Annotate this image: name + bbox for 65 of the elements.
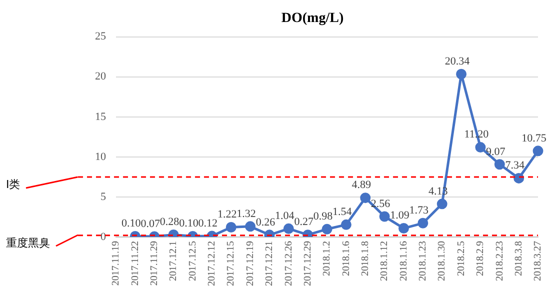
point <box>283 223 294 234</box>
x-tick-label: 2017.12.19 <box>244 241 256 286</box>
y-tick-label: 0 <box>100 230 106 243</box>
x-tick-label: 2018.1.16 <box>398 241 410 281</box>
x-tick-label: 2018.1.2 <box>322 241 333 276</box>
data-label: 0.07 <box>140 218 160 230</box>
data-label: 20.34 <box>444 56 470 68</box>
data-label: 1.54 <box>332 206 352 218</box>
data-label: 0.98 <box>313 210 334 223</box>
data-label: 1.22 <box>217 208 237 221</box>
point <box>340 219 352 230</box>
data-label: 9.07 <box>486 146 506 158</box>
point <box>322 224 332 234</box>
data-label: 0.27 <box>294 216 314 228</box>
point <box>456 68 467 80</box>
point <box>360 192 371 204</box>
data-label: 0.12 <box>198 217 218 230</box>
x-tick-label: 2018.1.8 <box>360 241 371 276</box>
x-tick-label: 2017.12.1 <box>168 241 180 281</box>
y-tick-label: 5 <box>100 190 106 203</box>
x-tick-label: 2017.12.29 <box>302 241 314 286</box>
point <box>532 146 544 156</box>
data-label: 0.10 <box>179 218 199 230</box>
x-tick-label: 2017.12.26 <box>283 241 294 286</box>
point <box>226 222 236 232</box>
x-tick-label: 2017.12.5 <box>187 241 198 281</box>
x-tick-label: 2018.1.23 <box>418 241 429 281</box>
data-label: 7.34 <box>505 160 525 172</box>
y-tick-label: 15 <box>95 110 106 123</box>
data-label: 1.09 <box>390 210 410 222</box>
ref-line-label: 重度黑臭 <box>6 236 50 250</box>
data-label: 0.10 <box>122 218 142 230</box>
x-tick-label: 2018.3.27 <box>532 241 544 281</box>
x-tick-label: 2017.11.29 <box>148 241 160 286</box>
ref-line-label: I类 <box>6 178 20 191</box>
point <box>494 159 505 170</box>
data-label: 10.75 <box>522 132 547 144</box>
x-tick-label: 2018.2.5 <box>456 241 467 276</box>
y-tick-label: 10 <box>95 150 106 163</box>
y-tick-label: 20 <box>95 70 106 83</box>
x-tick-label: 2017.12.15 <box>226 241 237 286</box>
x-tick-label: 2017.11.22 <box>130 241 141 286</box>
x-tick-label: 2017.12.12 <box>206 241 218 286</box>
x-tick-label: 2018.2.9 <box>475 241 486 276</box>
point <box>436 198 448 210</box>
data-label: 1.73 <box>409 204 430 217</box>
x-tick-label: 2018.3.8 <box>513 241 524 276</box>
data-label: 1.32 <box>236 208 256 220</box>
x-tick-label: 2018.2.23 <box>494 241 506 281</box>
point <box>418 218 428 228</box>
data-label: 0.28 <box>160 216 180 228</box>
x-tick-label: 2018.1.6 <box>340 241 352 276</box>
x-tick-label: 2017.12.21 <box>264 241 276 286</box>
data-label: 0.26 <box>256 216 276 228</box>
point <box>379 211 390 222</box>
x-tick-label: 2018.1.12 <box>379 241 390 281</box>
x-tick-label: 2018.1.30 <box>436 241 448 281</box>
y-tick-label: 25 <box>95 30 106 43</box>
point <box>398 223 409 234</box>
chart-title: DO(mg/L) <box>281 11 344 26</box>
data-label: 4.89 <box>352 179 372 192</box>
point <box>245 221 256 232</box>
x-tick-label: 2017.11.19 <box>110 241 122 286</box>
data-label: 1.04 <box>275 210 295 222</box>
point <box>475 142 486 153</box>
